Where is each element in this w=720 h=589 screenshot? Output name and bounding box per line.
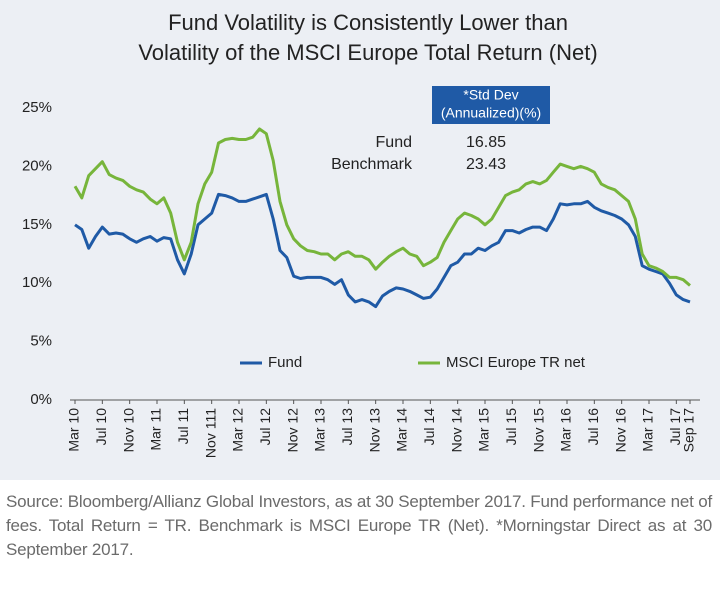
x-tick-label: Nov 12	[284, 408, 300, 453]
stats-label: Benchmark	[331, 156, 413, 173]
x-tick-label: Mar 15	[476, 408, 492, 452]
footnote: Source: Bloomberg/Allianz Global Investo…	[6, 492, 712, 559]
y-tick-label: 20%	[22, 157, 52, 174]
x-tick-label: Jul 11	[175, 408, 191, 445]
x-tick-label: Nov 13	[366, 408, 382, 453]
x-tick-label: Nov 111	[202, 408, 218, 458]
x-tick-label: Nov 14	[448, 408, 464, 453]
y-tick-label: 25%	[22, 99, 52, 116]
x-tick-label: Mar 16	[558, 408, 574, 452]
stats-value: 23.43	[466, 156, 506, 173]
chart-title: Fund Volatility is Consistently Lower th…	[168, 10, 568, 35]
x-tick-label: Jul 10	[93, 408, 109, 446]
x-tick-label: Mar 10	[66, 408, 82, 452]
x-tick-label: Nov 16	[612, 408, 628, 453]
x-tick-label: Jul 12	[257, 408, 273, 446]
y-tick-label: 0%	[30, 391, 52, 408]
series-line	[73, 127, 691, 287]
stats-header-box	[432, 86, 550, 124]
x-tick-label: Mar 13	[312, 408, 328, 452]
y-tick-label: 10%	[22, 274, 52, 291]
series-line	[74, 192, 691, 309]
stats-header: (Annualized)(%)	[441, 105, 541, 121]
y-tick-label: 15%	[22, 216, 52, 233]
y-tick-label: 5%	[30, 333, 52, 350]
x-tick-label: Jul 14	[421, 408, 437, 446]
stats-label: Fund	[376, 134, 412, 151]
legend-label: Fund	[268, 354, 302, 371]
x-tick-label: Mar 14	[394, 408, 410, 452]
x-tick-label: Jul 16	[585, 408, 601, 446]
stats-value: 16.85	[466, 134, 506, 151]
x-tick-label: Mar 17	[640, 408, 656, 452]
x-tick-label: Jul 17	[667, 408, 683, 446]
x-tick-label: Nov 15	[530, 408, 546, 453]
chart-title: Volatility of the MSCI Europe Total Retu…	[138, 40, 597, 65]
chart: Fund Volatility is Consistently Lower th…	[0, 0, 720, 480]
x-tick-label: Sep 17	[681, 408, 697, 453]
x-tick-label: Mar 11	[148, 408, 164, 451]
x-tick-label: Jul 13	[339, 408, 355, 446]
legend-label: MSCI Europe TR net	[446, 354, 586, 371]
x-tick-label: Nov 10	[120, 408, 136, 453]
x-tick-label: Jul 15	[503, 408, 519, 446]
x-tick-label: Mar 12	[230, 408, 246, 452]
stats-header: *Std Dev	[463, 87, 518, 103]
